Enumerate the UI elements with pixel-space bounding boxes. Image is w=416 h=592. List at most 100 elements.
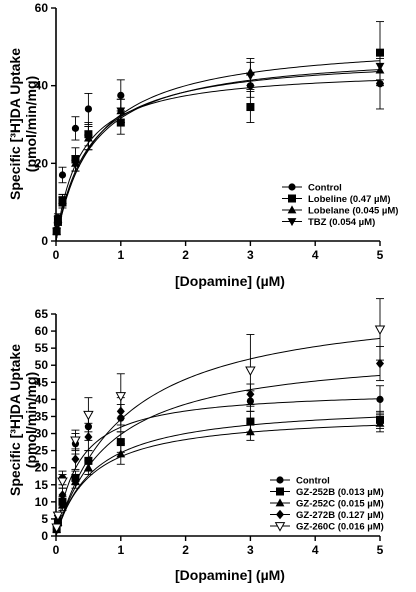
chart-bottom-ylabel-1: Specific [³H]DA Uptake bbox=[7, 344, 23, 496]
data-point bbox=[53, 216, 63, 225]
data-point bbox=[246, 427, 255, 436]
x-tick-label: 5 bbox=[377, 543, 384, 557]
y-tick-label: 10 bbox=[35, 495, 49, 509]
data-point bbox=[84, 463, 93, 472]
legend-label: GZ-252C (0.015 µM) bbox=[296, 499, 384, 510]
chart-bottom-data-points bbox=[51, 298, 386, 534]
x-tick-label: 0 bbox=[53, 248, 60, 262]
fit-curve-1 bbox=[55, 79, 381, 242]
data-point bbox=[83, 410, 94, 421]
data-point bbox=[57, 477, 68, 487]
data-point bbox=[71, 159, 80, 168]
x-tick-label: 1 bbox=[117, 543, 124, 557]
data-point bbox=[71, 454, 80, 464]
y-tick-label: 40 bbox=[35, 79, 49, 93]
data-point bbox=[116, 107, 126, 116]
chart-bottom-xlabel: [Dopamine] (µM) bbox=[175, 567, 285, 583]
chart-top-xlabel: [Dopamine] (µM) bbox=[175, 273, 285, 289]
data-point bbox=[246, 417, 255, 426]
data-point bbox=[375, 418, 385, 427]
chart-top: 0 20 40 60 0 1 2 3 4 5 [Dopamine] (µM) Specific [… bbox=[7, 1, 398, 289]
data-point bbox=[245, 366, 256, 376]
fit-curve-3 bbox=[55, 69, 381, 242]
x-tick-label: 3 bbox=[247, 248, 254, 262]
data-point bbox=[52, 227, 62, 236]
data-point bbox=[71, 476, 80, 485]
legend-label: GZ-252B (0.013 µM) bbox=[296, 487, 384, 498]
data-point bbox=[116, 449, 126, 458]
legend-label: Lobeline (0.47 µM) bbox=[308, 194, 391, 205]
x-tick-label: 3 bbox=[247, 543, 254, 557]
data-point bbox=[51, 523, 62, 534]
data-point bbox=[58, 171, 67, 179]
x-tick-label: 4 bbox=[312, 543, 319, 557]
y-tick-label: 60 bbox=[35, 1, 49, 15]
y-tick-label: 60 bbox=[35, 324, 49, 338]
y-tick-label: 45 bbox=[35, 375, 49, 389]
legend-label: Lobelane (0.045 µM) bbox=[308, 206, 398, 217]
fit-curve-1 bbox=[55, 398, 381, 537]
legend-marker bbox=[276, 509, 284, 520]
chart-top-ylabel-2: (pmol/min/mg) bbox=[23, 76, 39, 172]
y-tick-label: 35 bbox=[35, 409, 49, 423]
chart-top-data-points bbox=[52, 21, 385, 236]
legend-marker bbox=[275, 498, 285, 507]
data-point bbox=[117, 91, 125, 99]
x-tick-label: 2 bbox=[182, 248, 189, 262]
data-point bbox=[376, 358, 384, 369]
data-point bbox=[246, 72, 255, 81]
y-tick-label: 0 bbox=[41, 234, 48, 248]
y-tick-label: 30 bbox=[35, 427, 49, 441]
data-point bbox=[58, 500, 67, 509]
chart-top-ylabel-1: Specific [³H]DA Uptake bbox=[7, 48, 23, 200]
data-point bbox=[116, 438, 125, 447]
y-tick-label: 65 bbox=[35, 307, 49, 321]
data-point bbox=[71, 124, 80, 132]
y-tick-label: 55 bbox=[35, 341, 49, 355]
fit-curve-4 bbox=[55, 71, 381, 242]
x-tick-label: 1 bbox=[117, 248, 124, 262]
data-point bbox=[84, 105, 92, 113]
fit-curve-3 bbox=[55, 424, 381, 537]
chart-top-fit-curves bbox=[55, 60, 381, 242]
data-point bbox=[375, 62, 385, 71]
legend-marker bbox=[276, 487, 284, 496]
chart-bottom-ylabel-2: (pmol/min/mg) bbox=[23, 372, 39, 468]
x-tick-label: 5 bbox=[377, 248, 384, 262]
y-tick-label: 50 bbox=[35, 358, 49, 372]
data-point bbox=[58, 490, 67, 500]
legend-label: GZ-260C (0.016 µM) bbox=[296, 522, 384, 533]
y-tick-label: 15 bbox=[35, 478, 49, 492]
data-point bbox=[70, 436, 81, 447]
chart-top-axes: 0 20 40 60 0 1 2 3 4 5 bbox=[35, 1, 384, 262]
x-tick-label: 0 bbox=[53, 543, 60, 557]
data-point bbox=[246, 103, 255, 112]
legend-label: TBZ (0.054 µM) bbox=[308, 217, 375, 228]
legend-marker bbox=[287, 218, 297, 227]
legend-marker bbox=[276, 476, 284, 484]
data-point bbox=[84, 134, 93, 143]
y-tick-label: 5 bbox=[41, 512, 48, 526]
legend-marker bbox=[288, 183, 296, 191]
legend-label: Control bbox=[296, 476, 330, 487]
data-point bbox=[84, 432, 93, 442]
data-point bbox=[376, 395, 384, 403]
legend-label: GZ-272B (0.127 µM) bbox=[296, 510, 384, 521]
data-point bbox=[52, 511, 64, 522]
y-tick-label: 40 bbox=[35, 392, 49, 406]
data-point bbox=[58, 196, 67, 205]
y-tick-label: 20 bbox=[35, 461, 49, 475]
fit-curve-2 bbox=[55, 60, 381, 242]
y-tick-label: 0 bbox=[41, 529, 48, 543]
x-tick-label: 2 bbox=[182, 543, 189, 557]
chart-bottom-fit-curves bbox=[55, 337, 381, 537]
data-point bbox=[115, 392, 127, 402]
legend-label: Control bbox=[308, 183, 342, 194]
y-tick-label: 20 bbox=[35, 156, 49, 170]
data-point bbox=[374, 325, 386, 336]
